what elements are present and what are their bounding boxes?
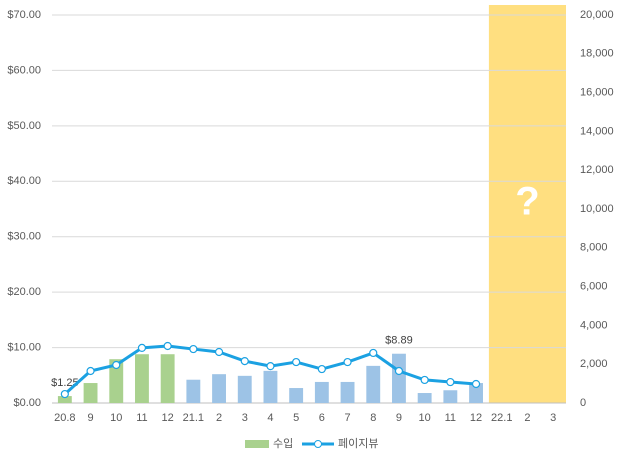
x-tick-label: 2: [216, 412, 222, 424]
legend-label: 수입: [273, 437, 293, 450]
point: [86, 366, 95, 376]
y-tick-label: $10.00: [7, 341, 41, 353]
bar: [212, 374, 226, 403]
bar: [340, 381, 355, 403]
bar: [443, 390, 458, 403]
bar: [57, 396, 72, 403]
x-tick-label: 9: [87, 412, 93, 424]
y2-tick-label: 16,000: [580, 87, 614, 99]
point: [266, 362, 275, 371]
point: [394, 366, 404, 376]
highlight-box: [488, 5, 566, 403]
y2-tick-label: 2,000: [580, 358, 608, 370]
x-tick-label: 12: [162, 412, 174, 424]
bar: [160, 354, 175, 403]
y-tick-label: $60.00: [7, 64, 41, 76]
highlight-text: ?: [515, 180, 539, 224]
legend-swatch: [314, 440, 322, 448]
point: [214, 347, 224, 357]
point: [369, 348, 378, 358]
x-tick-label: 11: [445, 412, 456, 424]
point: [189, 344, 198, 354]
y2-tick-label: 14,000: [580, 125, 614, 137]
point: [163, 341, 172, 351]
x-tick-label: 3: [242, 412, 248, 424]
bar: [366, 365, 381, 403]
x-tick-label: 9: [396, 412, 402, 424]
point: [292, 357, 301, 367]
data-label: $8.89: [385, 335, 413, 347]
x-tick-label: 12: [470, 412, 482, 424]
bar: [109, 359, 124, 403]
x-tick-label: 22.1: [491, 412, 512, 424]
legend-swatch: [245, 440, 269, 448]
point: [420, 375, 429, 385]
bar: [392, 353, 406, 403]
x-tick-label: 4: [267, 412, 273, 424]
bar: [83, 383, 98, 403]
x-tick-label: 20.8: [54, 412, 75, 424]
x-tick-label: 10: [110, 412, 122, 424]
point: [317, 364, 326, 374]
point: [343, 357, 352, 367]
legend-label: 페이지뷰: [338, 437, 378, 450]
y2-tick-label: 10,000: [580, 203, 614, 215]
bar: [289, 388, 304, 403]
point: [112, 360, 121, 370]
point: [240, 356, 249, 366]
y2-tick-label: 18,000: [580, 48, 614, 60]
x-tick-label: 8: [370, 412, 376, 424]
bar: [469, 383, 483, 403]
y2-tick-label: 8,000: [580, 242, 608, 254]
point: [471, 379, 481, 389]
y-tick-label: $20.00: [7, 286, 41, 298]
bar: [263, 370, 278, 403]
bar: [417, 393, 432, 403]
x-tick-label: 3: [550, 412, 556, 424]
x-tick-label: 11: [136, 412, 147, 424]
x-tick-label: 6: [319, 412, 325, 424]
bar: [186, 379, 201, 403]
point: [60, 389, 69, 399]
x-tick-label: 10: [419, 412, 431, 424]
point: [446, 377, 455, 387]
y-tick-label: $30.00: [7, 231, 41, 243]
x-tick-label: 7: [344, 412, 350, 424]
y-tick-label: $70.00: [7, 9, 41, 21]
point: [137, 343, 147, 353]
y-tick-label: $40.00: [7, 175, 41, 187]
x-tick-label: 21.1: [183, 412, 204, 424]
bar: [314, 381, 329, 403]
y2-tick-label: 6,000: [580, 281, 608, 293]
x-tick-label: 5: [293, 412, 299, 424]
y-tick-label: $50.00: [7, 120, 41, 132]
bar: [135, 354, 149, 403]
y2-tick-label: 0: [580, 397, 586, 409]
bar: [237, 375, 252, 403]
y2-tick-label: 12,000: [580, 164, 614, 176]
x-tick-label: 2: [524, 412, 530, 424]
y2-tick-label: 4,000: [580, 319, 608, 331]
y-tick-label: $0.00: [13, 397, 41, 409]
y2-tick-label: 20,000: [580, 9, 614, 21]
